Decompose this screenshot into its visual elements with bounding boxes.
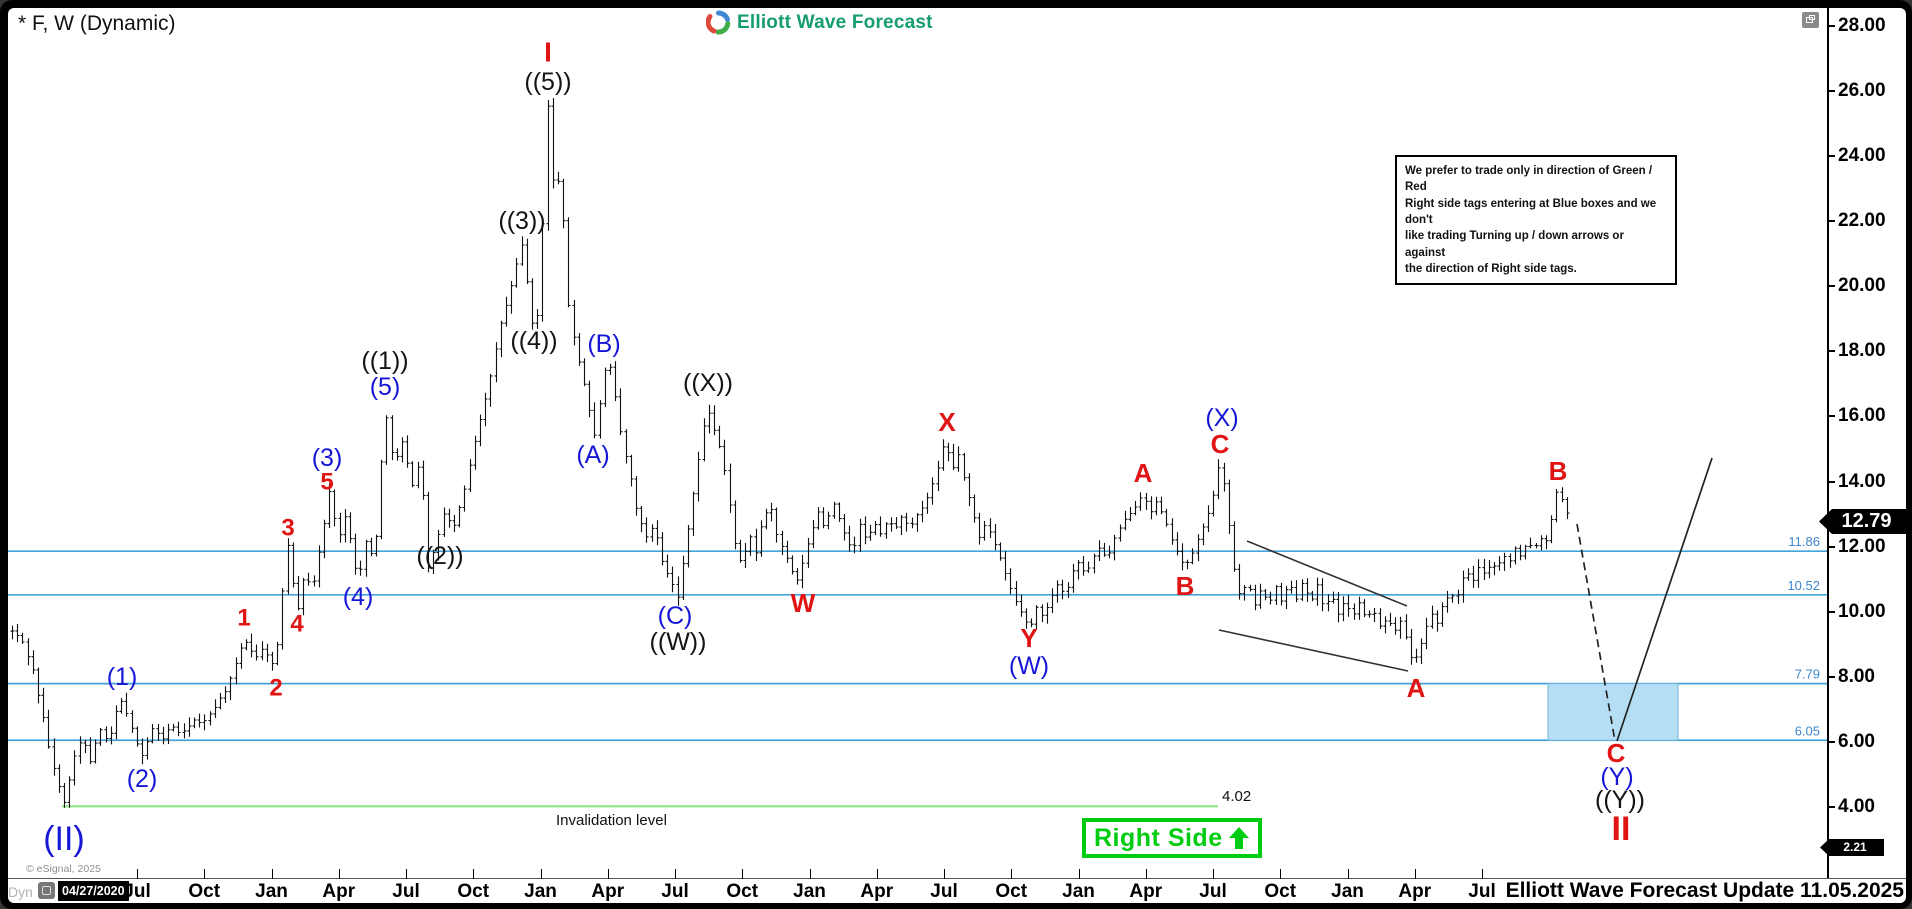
x-axis-tick [540, 869, 542, 879]
x-axis-tick [809, 869, 811, 879]
x-axis-tick [1280, 869, 1282, 879]
trading-note-box: We prefer to trade only in direction of … [1395, 155, 1677, 286]
x-axis-label: Oct [995, 881, 1028, 902]
y-axis-tick [1829, 740, 1835, 743]
y-axis-tick [1829, 675, 1835, 678]
last-price-tag: 12.79 [1819, 509, 1906, 534]
x-axis-label: Jan [255, 881, 288, 902]
x-axis-label: Oct [188, 881, 221, 902]
x-axis-label: Apr [322, 881, 356, 902]
axis-floor-tag: 2.21 [1820, 839, 1884, 856]
x-axis-label: Jan [524, 881, 557, 902]
x-axis-tick [675, 869, 676, 879]
time-axis-line [8, 878, 1906, 879]
price-axis-line [1827, 8, 1829, 879]
x-axis-tick [944, 869, 945, 879]
start-date-box[interactable]: 04/27/2020 [58, 881, 129, 901]
y-axis-tick [1829, 545, 1835, 548]
update-caption: Elliott Wave Forecast Update 11.05.2025 [1505, 879, 1904, 902]
y-axis-label: 24.00 [1838, 145, 1886, 167]
x-axis-label: Oct [457, 881, 490, 902]
x-axis-label: Jul [1468, 881, 1496, 902]
x-axis-tick [742, 869, 744, 879]
x-axis-tick [1482, 869, 1483, 879]
x-axis-label: Jul [930, 881, 958, 902]
y-axis-label: 18.00 [1838, 340, 1886, 362]
esignal-copyright: © eSignal, 2025 [26, 863, 101, 875]
y-axis-label: 8.00 [1838, 665, 1875, 687]
x-axis-tick [406, 869, 407, 879]
x-axis-label: Oct [726, 881, 759, 902]
y-axis-tick [1829, 480, 1835, 483]
y-axis-label: 4.00 [1838, 795, 1875, 817]
x-axis-tick [137, 869, 138, 879]
y-axis-tick [1829, 415, 1835, 418]
x-axis-tick [607, 869, 609, 879]
x-axis-label: Jul [123, 881, 151, 902]
x-axis-label: Jan [793, 881, 826, 902]
y-axis-tick [1829, 350, 1835, 353]
y-axis-label: 28.00 [1838, 15, 1886, 36]
symbol-title: * F, W (Dynamic) [18, 12, 176, 35]
x-axis-label: Jan [1062, 881, 1095, 902]
invalidation-price: 4.02 [1222, 788, 1252, 805]
x-axis-tick [876, 869, 878, 879]
note-line: Right side tags entering at Blue boxes a… [1405, 197, 1657, 226]
y-axis-tick [1829, 155, 1835, 158]
y-axis-tick [1829, 220, 1835, 223]
x-axis-label: Oct [1264, 881, 1297, 902]
right-side-text: Right Side [1094, 823, 1223, 852]
x-axis-label: Jul [392, 881, 420, 902]
y-axis-tick [1829, 285, 1835, 288]
price-axis[interactable]: 28.00 26.00 24.00 22.00 20.00 18.00 16.00 14.00… [1827, 0, 1906, 879]
restore-glyph-back [1809, 15, 1815, 20]
x-axis-tick [1145, 869, 1147, 879]
x-axis-tick [1213, 869, 1214, 879]
x-axis-tick [1011, 869, 1013, 879]
note-line: the direction of Right side tags. [1405, 262, 1577, 275]
brand: Elliott Wave Forecast [706, 10, 933, 35]
y-axis-tick [1829, 25, 1835, 27]
dyn-label: Dyn [8, 884, 33, 900]
x-axis-label: Jul [661, 881, 689, 902]
brand-logo-icon [706, 10, 731, 35]
y-axis-label: 6.00 [1838, 730, 1875, 752]
x-axis-tick [1347, 869, 1349, 879]
x-axis-label: Jan [1331, 881, 1364, 902]
restore-window-icon[interactable] [1802, 12, 1819, 28]
right-side-tag: Right Side [1082, 818, 1262, 858]
x-axis-label: Apr [591, 881, 625, 902]
x-axis-label: Apr [860, 881, 894, 902]
x-axis-label: Apr [1129, 881, 1163, 902]
invalidation-label: Invalidation level [556, 812, 667, 829]
x-axis-tick [204, 869, 206, 879]
y-axis-label: 14.00 [1838, 470, 1886, 492]
lock-glyph [42, 886, 51, 895]
y-axis-tick [1829, 610, 1835, 613]
y-axis-label: 22.00 [1838, 210, 1886, 232]
lock-icon[interactable] [38, 882, 55, 899]
x-axis-tick [1414, 869, 1416, 879]
x-axis-tick [473, 869, 475, 879]
y-axis-tick [1829, 805, 1835, 808]
y-axis-label: 10.00 [1838, 600, 1886, 622]
note-line: like trading Turning up / down arrows or… [1405, 230, 1624, 259]
x-axis-label: Apr [1398, 881, 1432, 902]
x-axis-label: Jul [1199, 881, 1227, 902]
x-axis-tick [271, 869, 273, 879]
y-axis-label: 16.00 [1838, 405, 1886, 427]
x-axis-tick [338, 869, 340, 879]
y-axis-label: 12.00 [1838, 535, 1886, 557]
brand-name: Elliott Wave Forecast [737, 11, 933, 33]
y-axis-tick [1829, 90, 1835, 93]
note-line: We prefer to trade only in direction of … [1405, 165, 1653, 194]
up-arrow-icon [1228, 827, 1249, 849]
x-axis-tick [1078, 869, 1080, 879]
y-axis-label: 20.00 [1838, 275, 1886, 297]
y-axis-label: 26.00 [1838, 80, 1886, 102]
